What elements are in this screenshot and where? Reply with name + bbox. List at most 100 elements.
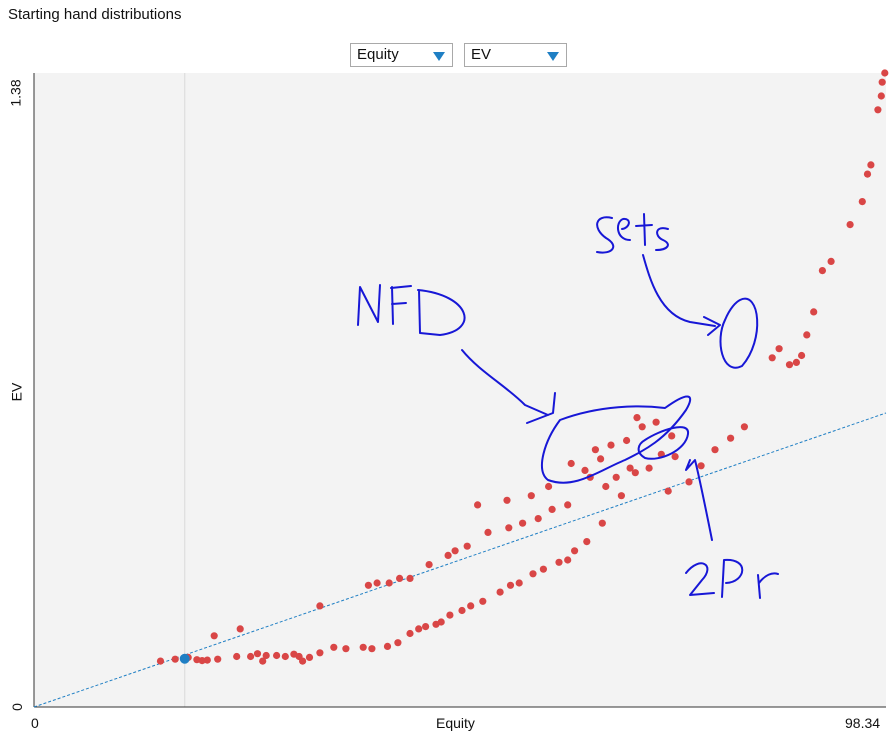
data-point[interactable] [877,92,885,100]
data-point[interactable] [548,505,556,513]
data-point[interactable] [792,358,801,366]
data-point[interactable] [527,492,535,500]
data-point[interactable] [305,653,314,662]
data-point[interactable] [233,652,241,661]
data-point[interactable] [564,501,572,509]
data-point[interactable] [330,643,338,651]
data-point[interactable] [591,446,600,454]
data-point[interactable] [567,459,575,468]
data-point[interactable] [803,331,811,339]
data-point[interactable] [474,501,482,509]
data-point[interactable] [505,524,513,532]
data-point[interactable] [515,579,523,587]
data-point[interactable] [383,642,392,651]
data-point[interactable] [571,547,579,555]
data-point[interactable] [607,441,615,449]
data-point[interactable] [496,588,504,596]
data-point[interactable] [281,652,289,661]
data-point[interactable] [359,643,367,651]
data-point[interactable] [203,656,211,664]
data-point[interactable] [273,651,281,660]
data-point[interactable] [446,611,454,619]
data-point[interactable] [664,487,672,495]
data-point[interactable] [818,267,827,275]
data-point[interactable] [602,482,610,491]
data-point[interactable] [827,257,835,265]
data-point[interactable] [425,561,433,569]
data-point[interactable] [633,414,641,422]
data-point[interactable] [740,423,749,431]
data-point[interactable] [299,657,307,665]
data-point[interactable] [623,436,631,445]
data-point[interactable] [415,625,423,633]
data-point[interactable] [422,623,430,631]
data-point[interactable] [564,556,572,564]
data-point[interactable] [467,602,475,610]
data-point[interactable] [881,69,889,77]
data-point[interactable] [503,496,511,504]
data-point[interactable] [259,657,267,665]
data-point[interactable] [394,639,402,647]
data-point[interactable] [785,361,794,369]
data-point[interactable] [529,570,537,578]
data-point[interactable] [631,469,639,477]
data-point[interactable] [262,651,270,660]
data-point[interactable] [444,551,452,560]
data-point[interactable] [617,492,626,500]
data-point[interactable] [463,542,471,550]
data-point[interactable] [364,581,372,589]
data-point[interactable] [406,629,414,638]
highlight-point[interactable] [179,653,190,664]
data-point[interactable] [253,650,262,658]
data-point[interactable] [581,466,589,474]
data-point[interactable] [396,574,404,583]
data-point[interactable] [638,423,646,431]
data-point[interactable] [484,528,492,537]
data-point[interactable] [437,618,445,626]
data-point[interactable] [798,351,806,360]
data-point[interactable] [316,649,324,657]
data-point[interactable] [711,446,719,454]
data-point[interactable] [316,602,324,610]
data-point[interactable] [846,221,854,229]
data-point[interactable] [598,519,606,527]
data-point[interactable] [671,453,679,461]
data-point[interactable] [645,464,653,472]
data-point[interactable] [727,434,735,442]
data-point[interactable] [368,645,376,653]
data-point[interactable] [406,574,414,583]
data-point[interactable] [555,558,563,566]
data-point[interactable] [458,606,466,615]
data-point[interactable] [156,657,165,665]
data-point[interactable] [685,478,693,486]
data-point[interactable] [210,632,218,640]
data-point[interactable] [867,161,875,169]
data-point[interactable] [668,432,676,440]
data-point[interactable] [171,655,179,663]
data-point[interactable] [385,579,393,587]
data-point[interactable] [545,482,553,491]
data-point[interactable] [697,462,705,470]
data-point[interactable] [775,345,783,353]
data-point[interactable] [534,515,542,523]
data-point[interactable] [373,579,381,587]
data-point[interactable] [451,547,459,555]
data-point[interactable] [236,625,244,633]
data-point[interactable] [626,464,634,472]
data-point[interactable] [479,597,487,605]
data-point[interactable] [768,354,776,362]
data-point[interactable] [506,581,515,589]
data-point[interactable] [198,657,206,665]
data-point[interactable] [214,655,222,663]
data-point[interactable] [810,308,818,316]
y-axis-select[interactable]: EV [464,43,567,67]
data-point[interactable] [519,519,527,527]
data-point[interactable] [858,198,866,206]
data-point[interactable] [874,106,882,114]
data-point[interactable] [612,473,620,481]
data-point[interactable] [247,652,255,661]
data-point[interactable] [863,170,872,178]
data-point[interactable] [539,565,548,573]
data-point[interactable] [652,418,660,426]
data-point[interactable] [583,538,591,546]
